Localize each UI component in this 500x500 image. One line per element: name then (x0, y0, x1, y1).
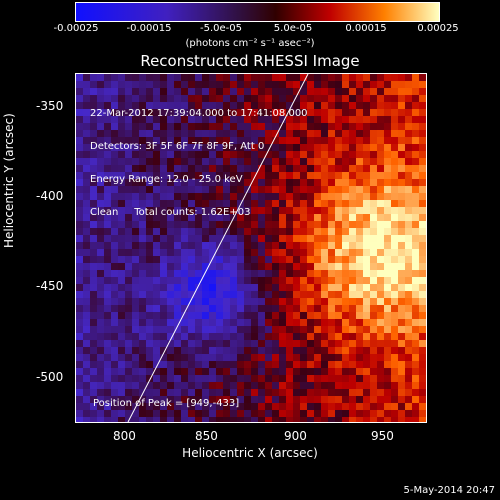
image-plot[interactable] (75, 73, 427, 423)
y-axis-label: Heliocentric Y (arcsec) (2, 113, 16, 248)
footer-date: 5-May-2014 20:47 (403, 485, 495, 496)
colorbar-tick: -0.00015 (126, 23, 172, 34)
colorbar (75, 2, 440, 22)
info-energy-range: Energy Range: 12.0 - 25.0 keV (90, 174, 243, 185)
y-tick: -500 (36, 370, 64, 384)
y-tick: -450 (36, 279, 64, 293)
colorbar-tick: -0.00025 (53, 23, 99, 34)
info-detectors: Detectors: 3F 5F 6F 7F 8F 9F, Att 0 (90, 141, 265, 152)
y-tick: -350 (36, 99, 64, 113)
x-axis-label: Heliocentric X (arcsec) (182, 446, 318, 460)
peak-position-label: Position of Peak = [949,-433] (93, 398, 240, 409)
x-tick: 850 (195, 429, 218, 443)
info-time-range: 22-Mar-2012 17:39:04.000 to 17:41:08.000 (90, 108, 308, 119)
colorbar-tick-labels: -0.00025 -0.00015 -5.0e-05 5.0e-05 0.000… (0, 23, 500, 39)
x-tick: 800 (113, 429, 136, 443)
image-title: Reconstructed RHESSI Image (140, 52, 360, 70)
colorbar-gradient (76, 3, 439, 21)
colorbar-tick: 0.00025 (417, 23, 459, 34)
info-total-counts: Clean Total counts: 1.62E+03 (90, 207, 251, 218)
colorbar-tick: 5.0e-05 (273, 23, 313, 34)
rhessi-image-heatmap (76, 74, 426, 422)
colorbar-tick: 0.00015 (345, 23, 387, 34)
colorbar-tick: -5.0e-05 (200, 23, 242, 34)
x-tick: 900 (284, 429, 307, 443)
observation-info: 22-Mar-2012 17:39:04.000 to 17:41:08.000… (90, 86, 308, 229)
solar-limb-line (127, 74, 309, 422)
y-tick: -400 (36, 189, 64, 203)
x-tick: 950 (371, 429, 394, 443)
colorbar-unit-label: (photons cm⁻² s⁻¹ asec⁻²) (185, 38, 315, 49)
